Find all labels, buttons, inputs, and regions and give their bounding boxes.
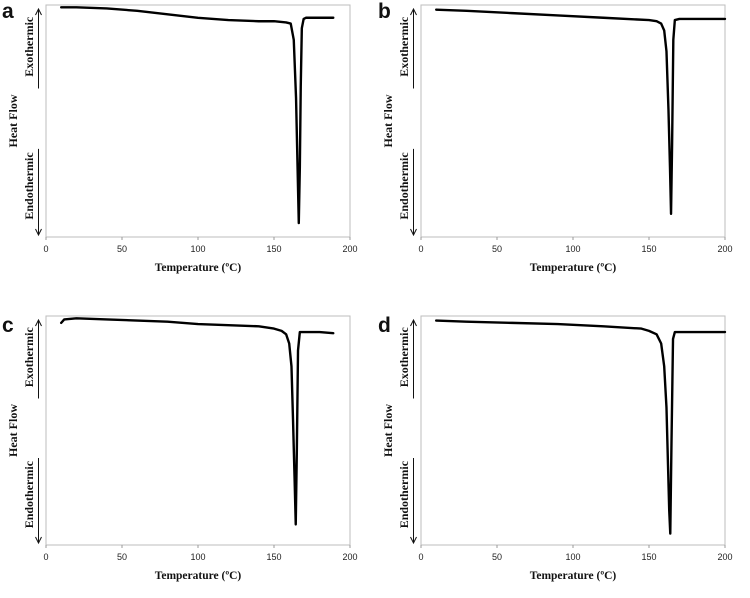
- dsc-chart: 0 50 100 150 200 Temperature (ºC) Heat Flow Exo…: [6, 4, 358, 274]
- chart-panel-c: c 0 50 100 150 200 Temperature (ºC) Heat Flow E…: [0, 299, 375, 598]
- x-tick-label: 100: [190, 244, 205, 254]
- chart-panel-d: d 0 50 100 150 200 Temperature (ºC) Heat Flow E…: [375, 299, 750, 598]
- exothermic-label: Exothermic: [397, 16, 411, 77]
- y-axis-title: Heat Flow: [6, 94, 20, 147]
- exothermic-arrow-head: [35, 7, 42, 16]
- x-tick-label: 100: [565, 244, 580, 254]
- x-tick-label: 200: [717, 244, 732, 254]
- plot-frame: [420, 4, 726, 238]
- x-tick-label: 50: [492, 244, 502, 254]
- plot-frame: [420, 315, 726, 546]
- panel-letter: c: [2, 314, 14, 337]
- x-axis-title: Temperature (ºC): [530, 570, 617, 582]
- x-tick-label: 50: [117, 244, 127, 254]
- dsc-chart: 0 50 100 150 200 Temperature (ºC) Heat Flow Exo…: [6, 315, 358, 582]
- x-tick-label: 50: [492, 552, 502, 562]
- x-tick-label: 150: [641, 552, 656, 562]
- plot-frame: [45, 4, 351, 238]
- exothermic-arrow-head: [35, 318, 42, 327]
- series-line: [60, 317, 335, 526]
- endothermic-label: Endothermic: [397, 152, 411, 220]
- x-tick-label: 150: [641, 244, 656, 254]
- endothermic-label: Endothermic: [397, 460, 411, 528]
- x-tick-label: 100: [565, 552, 580, 562]
- endothermic-label: Endothermic: [22, 152, 36, 220]
- exothermic-label: Exothermic: [22, 16, 36, 77]
- endothermic-arrow-head: [410, 536, 417, 545]
- x-tick-label: 50: [117, 552, 127, 562]
- exothermic-arrow-head: [410, 7, 417, 16]
- dsc-chart: 0 50 100 150 200 Temperature (ºC) Heat Flow Exo…: [381, 315, 733, 582]
- x-axis-title: Temperature (ºC): [530, 262, 617, 274]
- panel-letter: d: [378, 314, 391, 337]
- x-tick-label: 200: [342, 244, 357, 254]
- x-tick-label: 200: [342, 552, 357, 562]
- series-line: [435, 319, 727, 535]
- exothermic-arrow-head: [410, 318, 417, 327]
- exothermic-label: Exothermic: [22, 327, 36, 388]
- chart-panel-b: b 0 50 100 150 200 Temperature (ºC) Heat Flow E…: [375, 0, 750, 299]
- x-tick-label: 150: [266, 552, 281, 562]
- endothermic-arrow-head: [35, 228, 42, 237]
- y-axis-title: Heat Flow: [381, 94, 395, 147]
- x-tick-label: 0: [43, 244, 48, 254]
- x-tick-label: 0: [418, 552, 423, 562]
- y-axis-title: Heat Flow: [6, 404, 20, 457]
- plot-frame: [45, 315, 351, 546]
- x-tick-label: 100: [190, 552, 205, 562]
- x-tick-label: 200: [717, 552, 732, 562]
- x-axis-title: Temperature (ºC): [155, 262, 242, 274]
- x-tick-label: 0: [418, 244, 423, 254]
- series-line: [60, 6, 335, 225]
- endothermic-arrow-head: [35, 536, 42, 545]
- y-axis-title: Heat Flow: [381, 404, 395, 457]
- x-tick-label: 0: [43, 552, 48, 562]
- x-axis-title: Temperature (ºC): [155, 570, 242, 582]
- endothermic-arrow-head: [410, 228, 417, 237]
- endothermic-label: Endothermic: [22, 460, 36, 528]
- exothermic-label: Exothermic: [397, 327, 411, 388]
- dsc-chart: 0 50 100 150 200 Temperature (ºC) Heat Flow Exo…: [381, 4, 733, 274]
- panel-letter: b: [378, 0, 391, 23]
- series-line: [435, 8, 727, 215]
- panel-letter: a: [2, 0, 14, 23]
- chart-panel-a: a 0 50 100 150 200 Temperature (ºC) Heat Flow E…: [0, 0, 375, 299]
- x-tick-label: 150: [266, 244, 281, 254]
